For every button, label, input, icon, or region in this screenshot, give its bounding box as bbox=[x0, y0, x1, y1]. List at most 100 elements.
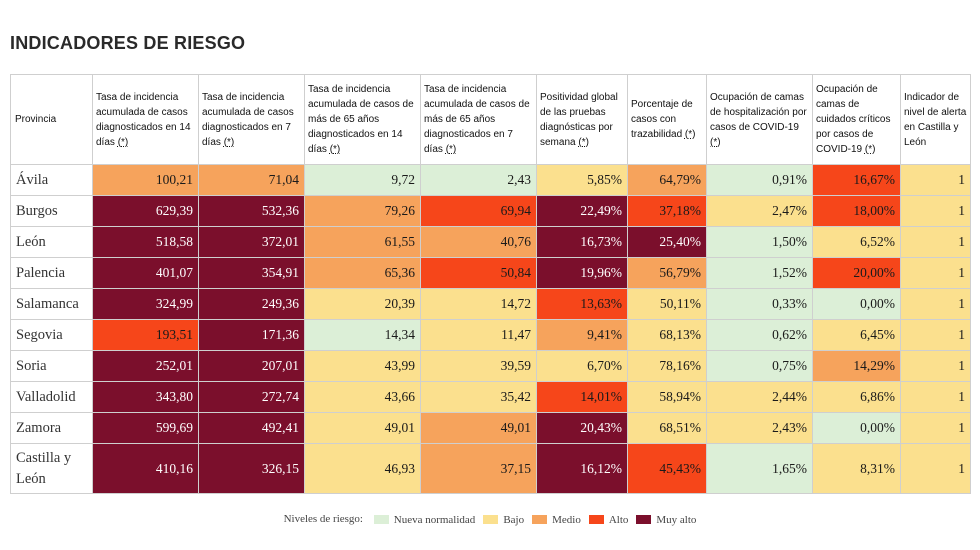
province-cell: Ávila bbox=[10, 164, 93, 196]
indicator-cell: 1 bbox=[900, 226, 971, 258]
indicator-cell: 16,12% bbox=[536, 443, 628, 494]
table-row: Burgos 629,39 532,36 79,26 69,94 22,49% 37,18%… bbox=[10, 195, 971, 227]
info-asterisk-link[interactable]: (*) bbox=[445, 144, 457, 155]
indicator-cell: 6,45% bbox=[812, 319, 901, 351]
indicator-cell: 69,94 bbox=[420, 195, 537, 227]
info-asterisk-link[interactable]: (*) bbox=[864, 144, 876, 155]
indicator-cell: 71,04 bbox=[198, 164, 305, 196]
indicator-cell: 326,15 bbox=[198, 443, 305, 494]
column-header: Indicador de nivel de alerta en Castilla… bbox=[900, 74, 971, 165]
indicator-cell: 49,01 bbox=[420, 412, 537, 444]
indicator-cell: 65,36 bbox=[304, 257, 421, 289]
indicator-cell: 401,07 bbox=[92, 257, 199, 289]
indicator-cell: 410,16 bbox=[92, 443, 199, 494]
legend-swatch bbox=[636, 515, 652, 525]
indicator-cell: 11,47 bbox=[420, 319, 537, 351]
page-title: INDICADORES DE RIESGO bbox=[10, 33, 246, 53]
info-asterisk-link[interactable]: (*) bbox=[117, 136, 129, 148]
indicator-cell: 37,15 bbox=[420, 443, 537, 494]
indicator-cell: 2,44% bbox=[706, 381, 813, 413]
indicator-cell: 1 bbox=[900, 164, 971, 196]
column-header-text: Ocupación de camas de hospitalización po… bbox=[710, 91, 807, 133]
indicator-cell: 249,36 bbox=[198, 288, 305, 320]
indicator-cell: 68,51% bbox=[627, 412, 707, 444]
province-cell: Zamora bbox=[10, 412, 93, 444]
column-header-text: Tasa de incidencia acumulada de casos di… bbox=[202, 91, 294, 148]
province-cell: León bbox=[10, 226, 93, 258]
indicator-cell: 16,73% bbox=[536, 226, 628, 258]
indicator-cell: 46,93 bbox=[304, 443, 421, 494]
table-header-row: Provincia Tasa de incidencia acumulada de… bbox=[10, 74, 971, 165]
indicator-cell: 8,31% bbox=[812, 443, 901, 494]
info-asterisk-link[interactable]: (*) bbox=[223, 136, 235, 148]
table-row: Valladolid 343,80 272,74 43,66 35,42 14,01% 58… bbox=[10, 381, 971, 413]
column-header: Tasa de incidencia acumulada de casos di… bbox=[92, 74, 199, 165]
indicator-cell: 43,66 bbox=[304, 381, 421, 413]
indicator-cell: 14,01% bbox=[536, 381, 628, 413]
indicator-cell: 5,85% bbox=[536, 164, 628, 196]
indicator-cell: 43,99 bbox=[304, 350, 421, 382]
indicator-cell: 272,74 bbox=[198, 381, 305, 413]
indicator-cell: 1 bbox=[900, 319, 971, 351]
indicator-cell: 16,67% bbox=[812, 164, 901, 196]
indicator-cell: 1 bbox=[900, 412, 971, 444]
province-cell: Segovia bbox=[10, 319, 93, 351]
table-row: Segovia 193,51 171,36 14,34 11,47 9,41% 68,13%… bbox=[10, 319, 971, 351]
indicator-cell: 2,43 bbox=[420, 164, 537, 196]
table-row: Salamanca 324,99 249,36 20,39 14,72 13,63% 50,… bbox=[10, 288, 971, 320]
indicator-cell: 629,39 bbox=[92, 195, 199, 227]
legend-swatch bbox=[373, 515, 389, 525]
info-asterisk-link[interactable]: (*) bbox=[329, 144, 341, 155]
indicator-cell: 68,13% bbox=[627, 319, 707, 351]
indicator-cell: 0,00% bbox=[812, 412, 901, 444]
indicator-cell: 56,79% bbox=[627, 257, 707, 289]
indicator-cell: 343,80 bbox=[92, 381, 199, 413]
indicator-cell: 100,21 bbox=[92, 164, 199, 196]
column-header-text: Provincia bbox=[15, 114, 57, 125]
column-header: Positividad global de las pruebas diagnó… bbox=[536, 74, 628, 165]
indicator-cell: 1 bbox=[900, 195, 971, 227]
column-header: Tasa de incidencia acumulada de casos de… bbox=[420, 74, 537, 165]
column-header: Tasa de incidencia acumulada de casos de… bbox=[304, 74, 421, 165]
info-asterisk-link[interactable]: (*) bbox=[684, 129, 696, 140]
table-row: Zamora 599,69 492,41 49,01 49,01 20,43% 68,51%… bbox=[10, 412, 971, 444]
risk-legend: Niveles de riesgo: Nueva normalidad Bajo M… bbox=[0, 513, 980, 526]
table-row: Soria 252,01 207,01 43,99 39,59 6,70% 78,16% 0,… bbox=[10, 350, 971, 382]
indicator-cell: 1 bbox=[900, 350, 971, 382]
indicator-cell: 1,50% bbox=[706, 226, 813, 258]
legend-item-label: Muy alto bbox=[656, 513, 697, 526]
legend-swatch bbox=[588, 515, 604, 525]
indicator-cell: 207,01 bbox=[198, 350, 305, 382]
legend-item-label: Medio bbox=[552, 513, 581, 526]
indicator-cell: 64,79% bbox=[627, 164, 707, 196]
indicator-cell: 50,84 bbox=[420, 257, 537, 289]
indicator-cell: 1 bbox=[900, 381, 971, 413]
indicator-cell: 19,96% bbox=[536, 257, 628, 289]
province-cell: Salamanca bbox=[10, 288, 93, 320]
indicator-cell: 0,91% bbox=[706, 164, 813, 196]
province-cell: Soria bbox=[10, 350, 93, 382]
province-cell: Burgos bbox=[10, 195, 93, 227]
column-header-text: Tasa de incidencia acumulada de casos de… bbox=[424, 84, 530, 155]
indicator-cell: 6,86% bbox=[812, 381, 901, 413]
indicator-cell: 49,01 bbox=[304, 412, 421, 444]
table-row: León 518,58 372,01 61,55 40,76 16,73% 25,40% 1,… bbox=[10, 226, 971, 258]
table-body: Ávila 100,21 71,04 9,72 2,43 5,85% 64,79% 0,91%… bbox=[10, 164, 971, 494]
column-header-text: Tasa de incidencia acumulada de casos de… bbox=[308, 84, 414, 155]
column-header: Porcentaje de casos con trazabilidad (*) bbox=[627, 74, 707, 165]
indicator-cell: 1 bbox=[900, 257, 971, 289]
indicator-cell: 324,99 bbox=[92, 288, 199, 320]
column-header-text: Indicador de nivel de alerta en Castilla… bbox=[904, 91, 967, 148]
column-header-text: Ocupación de camas de cuidados críticos … bbox=[816, 84, 891, 155]
indicator-cell: 14,29% bbox=[812, 350, 901, 382]
column-header-text: Tasa de incidencia acumulada de casos di… bbox=[96, 91, 191, 148]
indicator-cell: 1 bbox=[900, 288, 971, 320]
indicator-cell: 492,41 bbox=[198, 412, 305, 444]
info-asterisk-link[interactable]: (*) bbox=[578, 136, 589, 148]
indicator-cell: 6,70% bbox=[536, 350, 628, 382]
indicator-cell: 1,52% bbox=[706, 257, 813, 289]
indicator-cell: 45,43% bbox=[627, 443, 707, 494]
indicator-cell: 13,63% bbox=[536, 288, 628, 320]
indicator-cell: 58,94% bbox=[627, 381, 707, 413]
info-asterisk-link[interactable]: (*) bbox=[710, 136, 721, 148]
